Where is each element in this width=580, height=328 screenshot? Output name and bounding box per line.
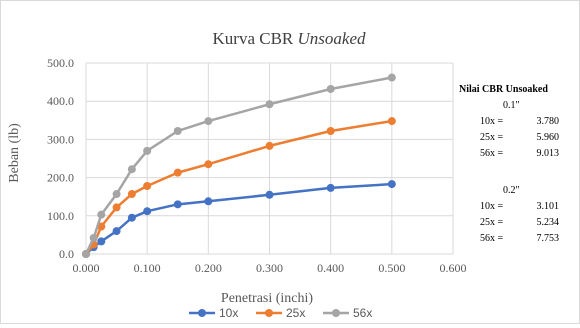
y-axis-label: Beban (lb): [7, 123, 22, 183]
data-point-10x: [143, 207, 151, 215]
x-axis-label: Penetrasi (inchi): [221, 291, 313, 306]
panel-row-value: 7.753: [537, 233, 560, 244]
panel-row-value: 5.234: [537, 217, 560, 228]
x-tick-label: 0.100: [134, 261, 161, 275]
x-tick-label: 0.500: [378, 261, 405, 275]
x-tick-label: 0.600: [440, 261, 467, 275]
data-point-25x: [388, 117, 396, 125]
y-tick-label: 400.0: [47, 94, 74, 108]
x-tick-label: 0.000: [73, 261, 100, 275]
axes: 0.000 0.100 0.200 0.300 0.400 0.500 0.600 0.0 10…: [47, 56, 467, 275]
panel-group-heading: 0.2": [503, 185, 520, 196]
data-point-56x: [113, 190, 121, 198]
panel-row-value: 9.013: [537, 148, 560, 159]
data-point-10x: [97, 237, 105, 245]
data-point-10x: [128, 214, 136, 222]
x-tick-label: 0.200: [195, 261, 222, 275]
legend-label-10x: 10x: [219, 306, 238, 320]
chart-title-italic: Unsoaked: [298, 29, 366, 48]
y-tick-label: 0.0: [59, 247, 74, 261]
x-tick-label: 0.300: [256, 261, 283, 275]
data-point-25x: [327, 127, 335, 135]
data-point-56x: [82, 250, 90, 258]
panel-row-label: 56x =: [480, 233, 504, 244]
y-tick-label: 100.0: [47, 209, 74, 223]
legend-label-25x: 25x: [286, 306, 305, 320]
panel-row-value: 3.780: [537, 116, 560, 127]
data-point-10x: [204, 197, 212, 205]
chart-title: Kurva CBR Unsoaked: [213, 29, 366, 48]
data-point-10x: [113, 227, 121, 235]
data-point-56x: [90, 234, 98, 242]
data-point-10x: [266, 191, 274, 199]
panel-group-heading: 0.1": [503, 100, 520, 111]
data-point-25x: [128, 190, 136, 198]
y-tick-label: 200.0: [47, 171, 74, 185]
data-point-10x: [388, 180, 396, 188]
y-tick-label: 300.0: [47, 132, 74, 146]
data-point-56x: [327, 85, 335, 93]
panel-row-label: 25x =: [480, 217, 504, 228]
legend-label-56x: 56x: [353, 306, 372, 320]
data-point-56x: [143, 147, 151, 155]
data-point-56x: [97, 211, 105, 219]
chart-title-main: Kurva CBR: [213, 29, 298, 48]
panel-row-label: 10x =: [480, 201, 504, 212]
legend-marker-56x: [332, 309, 340, 317]
data-point-56x: [388, 74, 396, 82]
panel-row-label: 10x =: [480, 116, 504, 127]
data-point-25x: [204, 160, 212, 168]
data-point-10x: [327, 184, 335, 192]
data-point-25x: [174, 169, 182, 177]
data-point-25x: [143, 182, 151, 190]
panel-row-label: 25x =: [480, 132, 504, 143]
data-point-56x: [128, 165, 136, 173]
panel-title: Nilai CBR Unsoaked: [459, 84, 548, 95]
data-point-25x: [266, 142, 274, 150]
y-tick-label: 500.0: [47, 56, 74, 70]
data-point-56x: [204, 117, 212, 125]
legend: 10x 25x 56x: [189, 306, 372, 320]
data-point-25x: [113, 203, 121, 211]
panel-row-label: 56x =: [480, 148, 504, 159]
x-tick-label: 0.400: [317, 261, 344, 275]
data-point-56x: [174, 127, 182, 135]
cbr-values-panel: Nilai CBR Unsoaked 0.1" 10x = 3.780 25x = 5.9…: [459, 84, 559, 244]
panel-row-value: 5.960: [537, 132, 560, 143]
cbr-chart: 0.000 0.100 0.200 0.300 0.400 0.500 0.600 0.0 10…: [1, 1, 579, 323]
data-point-10x: [174, 200, 182, 208]
legend-marker-10x: [198, 309, 206, 317]
panel-row-value: 3.101: [537, 201, 560, 212]
legend-marker-25x: [265, 309, 273, 317]
data-point-56x: [266, 100, 274, 108]
